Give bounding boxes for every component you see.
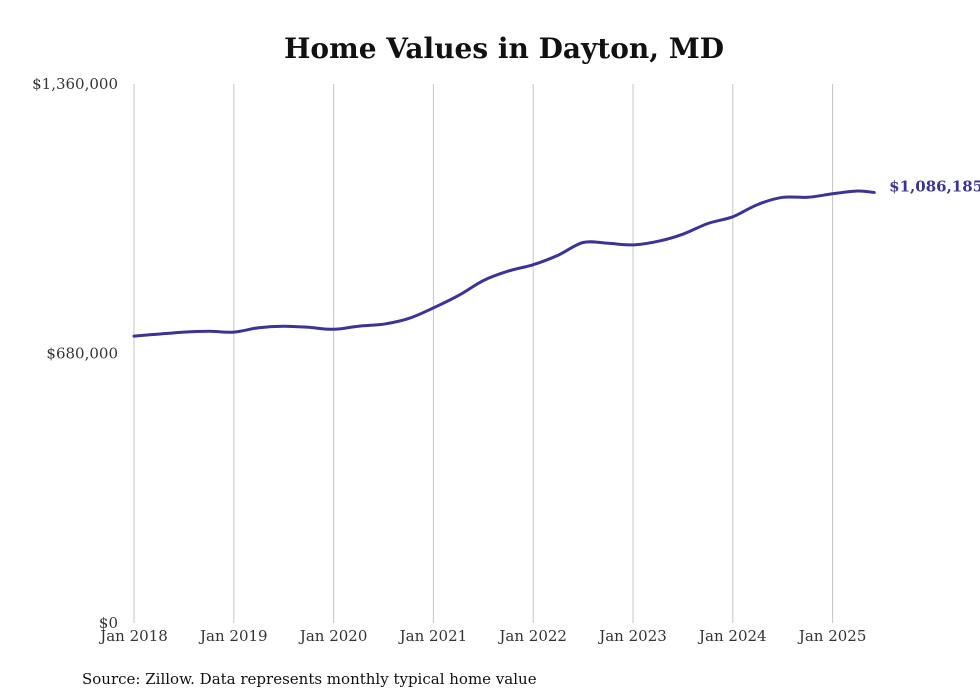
x-tick-label: Jan 2020 [298, 627, 368, 645]
x-tick-label: Jan 2022 [497, 627, 567, 645]
x-tick-label: Jan 2018 [98, 627, 168, 645]
x-tick-label: Jan 2019 [198, 627, 268, 645]
end-value-label: $1,086,185 [889, 178, 980, 196]
x-tick-label: Jan 2024 [697, 627, 767, 645]
y-tick-label: $1,360,000 [32, 75, 118, 93]
source-note: Source: Zillow. Data represents monthly … [82, 670, 537, 688]
chart-title: Home Values in Dayton, MD [284, 32, 724, 65]
vertical-gridlines [133, 84, 834, 623]
y-tick-label: $0 [99, 614, 118, 632]
x-tick-label: Jan 2023 [597, 627, 667, 645]
series-line [132, 189, 876, 338]
x-tick-label: Jan 2021 [398, 627, 468, 645]
x-axis-tick-labels: Jan 2018 Jan 2019 Jan 2020 Jan 2021 Jan 2022… [98, 627, 866, 645]
y-axis-tick-labels: $1,360,000 $680,000 $0 [32, 75, 118, 632]
y-tick-label: $680,000 [46, 345, 118, 363]
x-tick-label: Jan 2025 [797, 627, 867, 645]
